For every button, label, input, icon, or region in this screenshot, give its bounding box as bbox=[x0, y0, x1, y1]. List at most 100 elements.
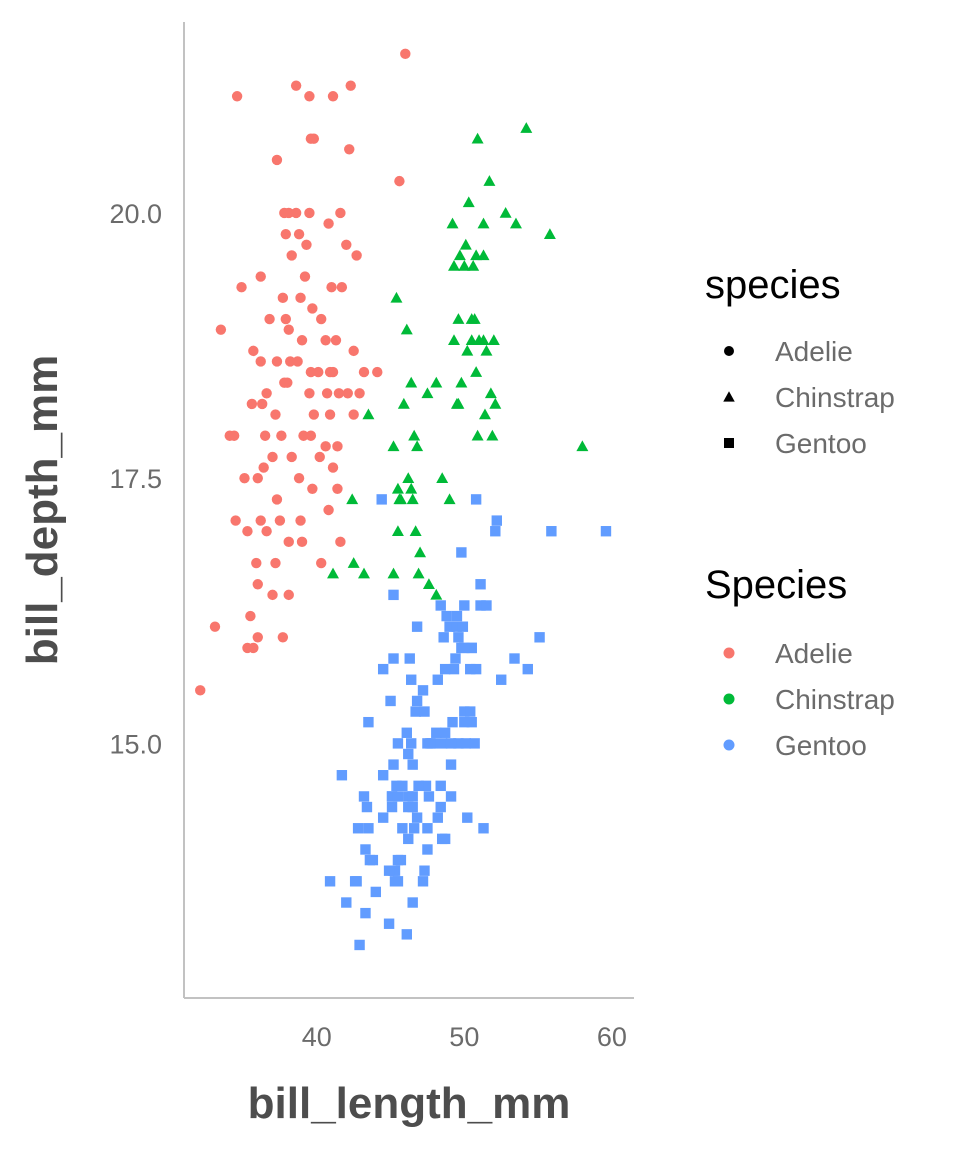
data-point-adelie bbox=[286, 451, 297, 463]
data-point-adelie bbox=[372, 366, 383, 378]
data-point-gentoo bbox=[388, 653, 399, 664]
data-point-chinstrap bbox=[362, 408, 375, 420]
data-point-gentoo bbox=[401, 929, 412, 940]
data-point-chinstrap bbox=[443, 493, 456, 505]
data-point-adelie bbox=[332, 483, 343, 494]
y-tick-label: 15.0 bbox=[109, 729, 162, 759]
data-point-gentoo bbox=[404, 653, 415, 664]
data-point-adelie bbox=[299, 271, 311, 282]
data-point-adelie bbox=[336, 282, 348, 293]
data-point-adelie bbox=[327, 91, 339, 102]
data-point-gentoo bbox=[470, 663, 482, 675]
data-point-chinstrap bbox=[467, 260, 480, 271]
data-point-chinstrap bbox=[412, 567, 425, 579]
data-point-gentoo bbox=[408, 823, 420, 834]
data-point-adelie bbox=[324, 366, 336, 378]
data-point-adelie bbox=[267, 589, 278, 601]
data-point-chinstrap bbox=[409, 525, 422, 537]
data-point-gentoo bbox=[457, 621, 469, 632]
data-point-adelie bbox=[342, 388, 353, 399]
data-point-adelie bbox=[354, 388, 365, 399]
data-point-gentoo bbox=[453, 632, 464, 643]
data-point-adelie bbox=[290, 207, 302, 219]
data-point-gentoo bbox=[439, 663, 451, 675]
data-point-adelie bbox=[277, 632, 289, 643]
data-point-gentoo bbox=[352, 823, 364, 834]
data-point-gentoo bbox=[465, 663, 476, 675]
data-point-chinstrap bbox=[414, 546, 427, 558]
data-point-gentoo bbox=[388, 589, 399, 601]
data-point-adelie bbox=[285, 356, 296, 367]
data-point-chinstrap bbox=[448, 260, 460, 271]
data-point-adelie bbox=[293, 472, 305, 484]
data-point-chinstrap bbox=[391, 525, 404, 537]
data-point-chinstrap bbox=[405, 376, 418, 388]
x-tick-label: 60 bbox=[597, 1022, 627, 1052]
data-point-adelie bbox=[279, 377, 290, 388]
data-point-adelie bbox=[242, 526, 253, 537]
legend-key-chinstrap bbox=[723, 693, 735, 705]
data-point-gentoo bbox=[391, 780, 402, 792]
data-point-chinstrap bbox=[543, 228, 556, 239]
data-point-adelie bbox=[283, 536, 294, 548]
data-point-chinstrap bbox=[453, 249, 466, 261]
data-point-gentoo bbox=[423, 791, 435, 802]
data-point-gentoo bbox=[406, 674, 417, 685]
data-point-adelie bbox=[298, 430, 309, 441]
data-point-gentoo bbox=[445, 738, 457, 749]
legend-label: Chinstrap bbox=[775, 684, 895, 715]
data-point-chinstrap bbox=[477, 334, 490, 346]
data-point-chinstrap bbox=[489, 397, 502, 409]
data-point-gentoo bbox=[441, 610, 452, 622]
data-point-gentoo bbox=[466, 716, 477, 728]
data-point-gentoo bbox=[403, 801, 414, 813]
data-point-gentoo bbox=[460, 738, 472, 749]
data-point-gentoo bbox=[435, 780, 446, 792]
data-point-gentoo bbox=[447, 716, 458, 728]
data-point-gentoo bbox=[351, 876, 362, 887]
data-point-adelie bbox=[252, 579, 263, 590]
legend-label: Chinstrap bbox=[775, 382, 895, 413]
data-point-adelie bbox=[304, 207, 315, 219]
data-point-chinstrap bbox=[509, 217, 522, 229]
data-point-adelie bbox=[400, 48, 411, 60]
data-point-chinstrap bbox=[520, 122, 533, 133]
data-point-gentoo bbox=[417, 685, 429, 696]
data-point-adelie bbox=[276, 430, 287, 441]
data-point-gentoo bbox=[413, 780, 424, 792]
data-point-adelie bbox=[323, 504, 334, 516]
data-point-gentoo bbox=[363, 823, 374, 834]
data-point-gentoo bbox=[478, 823, 489, 834]
data-point-chinstrap bbox=[346, 493, 359, 505]
data-point-adelie bbox=[333, 388, 345, 399]
y-axis-title: bill_depth_mm bbox=[18, 355, 67, 666]
data-point-adelie bbox=[230, 515, 241, 526]
data-point-adelie bbox=[239, 472, 250, 484]
data-point-adelie bbox=[270, 557, 281, 569]
data-point-gentoo bbox=[450, 653, 461, 664]
data-point-gentoo bbox=[410, 706, 421, 717]
data-point-adelie bbox=[261, 388, 272, 399]
data-point-adelie bbox=[283, 589, 294, 601]
data-point-adelie bbox=[215, 324, 227, 335]
data-point-gentoo bbox=[445, 759, 457, 770]
data-point-gentoo bbox=[432, 812, 443, 823]
data-point-chinstrap bbox=[459, 238, 472, 250]
data-point-gentoo bbox=[360, 907, 371, 919]
data-point-gentoo bbox=[456, 642, 467, 654]
y-tick-label: 17.5 bbox=[109, 464, 162, 494]
data-point-adelie bbox=[358, 366, 370, 378]
data-point-gentoo bbox=[422, 738, 433, 749]
data-point-chinstrap bbox=[422, 578, 435, 590]
data-point-adelie bbox=[277, 292, 289, 304]
data-point-chinstrap bbox=[402, 472, 415, 483]
data-point-adelie bbox=[304, 91, 315, 102]
data-point-chinstrap bbox=[487, 334, 500, 346]
data-point-gentoo bbox=[419, 706, 430, 717]
data-point-adelie bbox=[271, 154, 283, 166]
data-point-gentoo bbox=[386, 791, 398, 802]
data-point-adelie bbox=[280, 228, 292, 240]
x-tick-label: 40 bbox=[302, 1022, 332, 1052]
data-point-adelie bbox=[258, 462, 269, 473]
data-point-adelie bbox=[251, 557, 262, 569]
